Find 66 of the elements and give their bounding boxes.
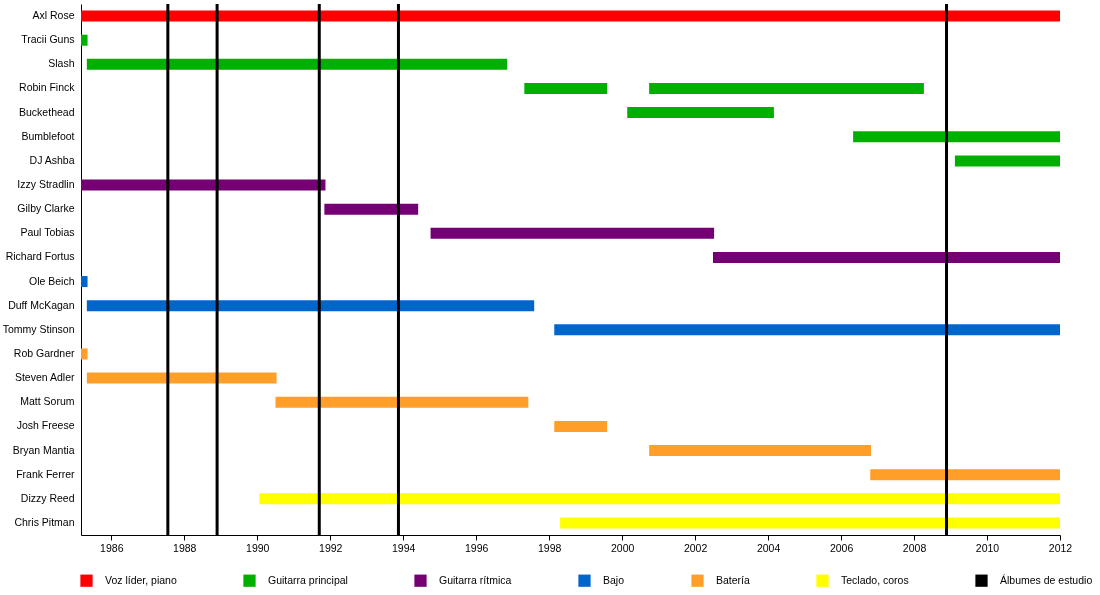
x-tick-label: 2006: [829, 541, 854, 554]
y-tick-label: Matt Sorum: [20, 395, 75, 408]
bar: [524, 82, 608, 94]
bar: [554, 420, 608, 432]
bar: [649, 82, 924, 94]
x-tick-label: 1986: [100, 541, 124, 554]
bar: [560, 517, 1060, 529]
y-tick-label: Paul Tobias: [20, 226, 75, 239]
x-tick-label: 1988: [173, 541, 197, 554]
bar: [430, 227, 715, 239]
y-tick-label: Rob Gardner: [13, 346, 75, 359]
bar: [86, 300, 535, 312]
bar: [259, 493, 1060, 505]
x-tick-label: 2010: [975, 541, 1000, 554]
bar: [81, 34, 88, 46]
y-tick-label: Bumblefoot: [21, 129, 75, 142]
y-tick-label: Duff McKagan: [8, 298, 75, 311]
x-tick-label: 2008: [902, 541, 927, 554]
x-tick-label: 2000: [610, 541, 635, 554]
x-tick-label: 2012: [1048, 541, 1073, 554]
x-tick-label: 2002: [683, 541, 708, 554]
legend-label: Guitarra principal: [268, 573, 348, 586]
bar: [324, 203, 419, 215]
bar: [627, 107, 774, 119]
bar: [954, 155, 1060, 167]
x-tick-label: 1996: [465, 541, 489, 554]
legend-label: Teclado, coros: [841, 573, 909, 586]
legend-label: Voz líder, piano: [105, 573, 177, 586]
legend-label: Batería: [716, 573, 751, 586]
y-tick-label: Tommy Stinson: [2, 322, 75, 335]
y-tick-label: Gilby Clarke: [17, 202, 75, 215]
bar: [554, 324, 1060, 336]
y-tick-label: Richard Fortus: [5, 250, 75, 263]
y-tick-label: Chris Pitman: [14, 515, 75, 528]
x-tick-label: 2004: [756, 541, 781, 554]
legend-label: Guitarra rítmica: [439, 573, 512, 586]
y-tick-label: Dizzy Reed: [20, 491, 75, 504]
bar: [86, 372, 277, 384]
y-tick-label: Frank Ferrer: [16, 467, 75, 480]
y-tick-label: Steven Adler: [14, 371, 75, 384]
y-tick-label: Bryan Mantia: [12, 443, 75, 456]
bar: [649, 445, 871, 457]
legend-label: Bajo: [603, 573, 625, 586]
y-tick-label: Buckethead: [19, 105, 75, 118]
bar: [853, 131, 1060, 143]
bar: [81, 179, 326, 191]
bar: [870, 469, 1060, 481]
x-tick-label: 1998: [537, 541, 562, 554]
y-tick-label: Josh Freese: [16, 419, 75, 432]
y-tick-label: Tracii Guns: [21, 33, 75, 46]
bar: [275, 396, 529, 408]
y-tick-label: Robin Finck: [19, 81, 76, 94]
bar: [712, 251, 1060, 263]
x-tick-label: 1992: [319, 541, 343, 554]
x-tick-label: 1990: [246, 541, 270, 554]
bar: [81, 348, 88, 360]
bar: [81, 10, 1060, 22]
x-tick-label: 1994: [392, 541, 416, 554]
legend-label: Álbumes de estudio: [1000, 573, 1093, 586]
y-tick-label: DJ Ashba: [29, 153, 75, 166]
y-tick-label: Axl Rose: [32, 9, 75, 22]
y-tick-label: Ole Beich: [28, 274, 75, 287]
y-tick-label: Slash: [48, 57, 75, 70]
bar: [86, 58, 508, 70]
y-tick-label: Izzy Stradlin: [17, 178, 75, 191]
bar: [81, 276, 88, 288]
